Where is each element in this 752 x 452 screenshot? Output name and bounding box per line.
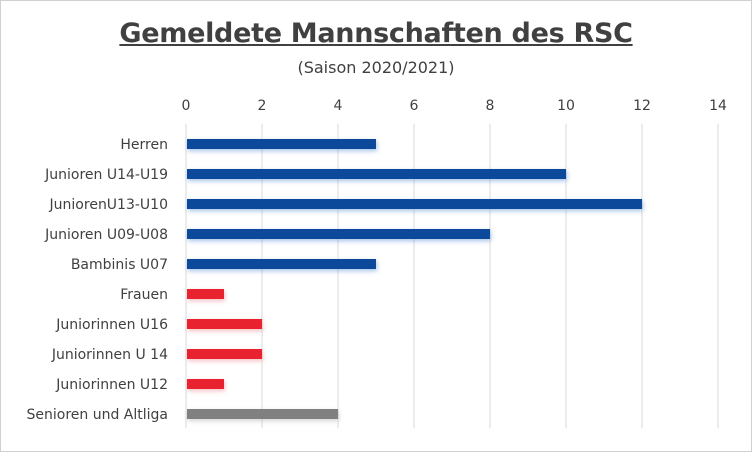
bar-7 xyxy=(187,349,262,359)
category-label: Juniorinnen U 14 xyxy=(51,347,168,363)
bar-6 xyxy=(187,319,262,329)
x-tick-label: 12 xyxy=(633,98,651,114)
x-tick-label: 14 xyxy=(709,98,727,114)
category-label: JuniorenU13-U10 xyxy=(49,197,168,213)
chart-subtitle: (Saison 2020/2021) xyxy=(297,58,455,77)
bars xyxy=(187,139,642,419)
bar-1 xyxy=(187,169,566,179)
bar-4 xyxy=(187,259,376,269)
x-tick-label: 8 xyxy=(486,98,495,114)
bar-3 xyxy=(187,229,490,239)
x-tick-label: 0 xyxy=(182,98,191,114)
x-axis-ticks: 0 2 4 6 8 10 12 14 xyxy=(182,98,727,114)
bar-2 xyxy=(187,199,642,209)
category-label: Senioren und Altliga xyxy=(27,407,169,423)
x-tick-label: 10 xyxy=(557,98,575,114)
x-tick-label: 4 xyxy=(334,98,343,114)
x-tick-label: 2 xyxy=(258,98,267,114)
bar-8 xyxy=(187,379,224,389)
x-tick-label: 6 xyxy=(410,98,419,114)
category-label: Bambinis U07 xyxy=(71,257,168,273)
category-labels: Herren Junioren U14-U19 JuniorenU13-U10 Jun… xyxy=(27,137,169,423)
bar-9 xyxy=(187,409,338,419)
bar-5 xyxy=(187,289,224,299)
bar-0 xyxy=(187,139,376,149)
chart-title: Gemeldete Mannschaften des RSC xyxy=(119,18,633,49)
category-label: Junioren U14-U19 xyxy=(44,167,168,183)
category-label: Herren xyxy=(120,137,168,153)
category-label: Juniorinnen U16 xyxy=(55,317,168,333)
category-label: Junioren U09-U08 xyxy=(44,227,168,243)
category-label: Juniorinnen U12 xyxy=(55,377,168,393)
category-label: Frauen xyxy=(120,287,168,303)
